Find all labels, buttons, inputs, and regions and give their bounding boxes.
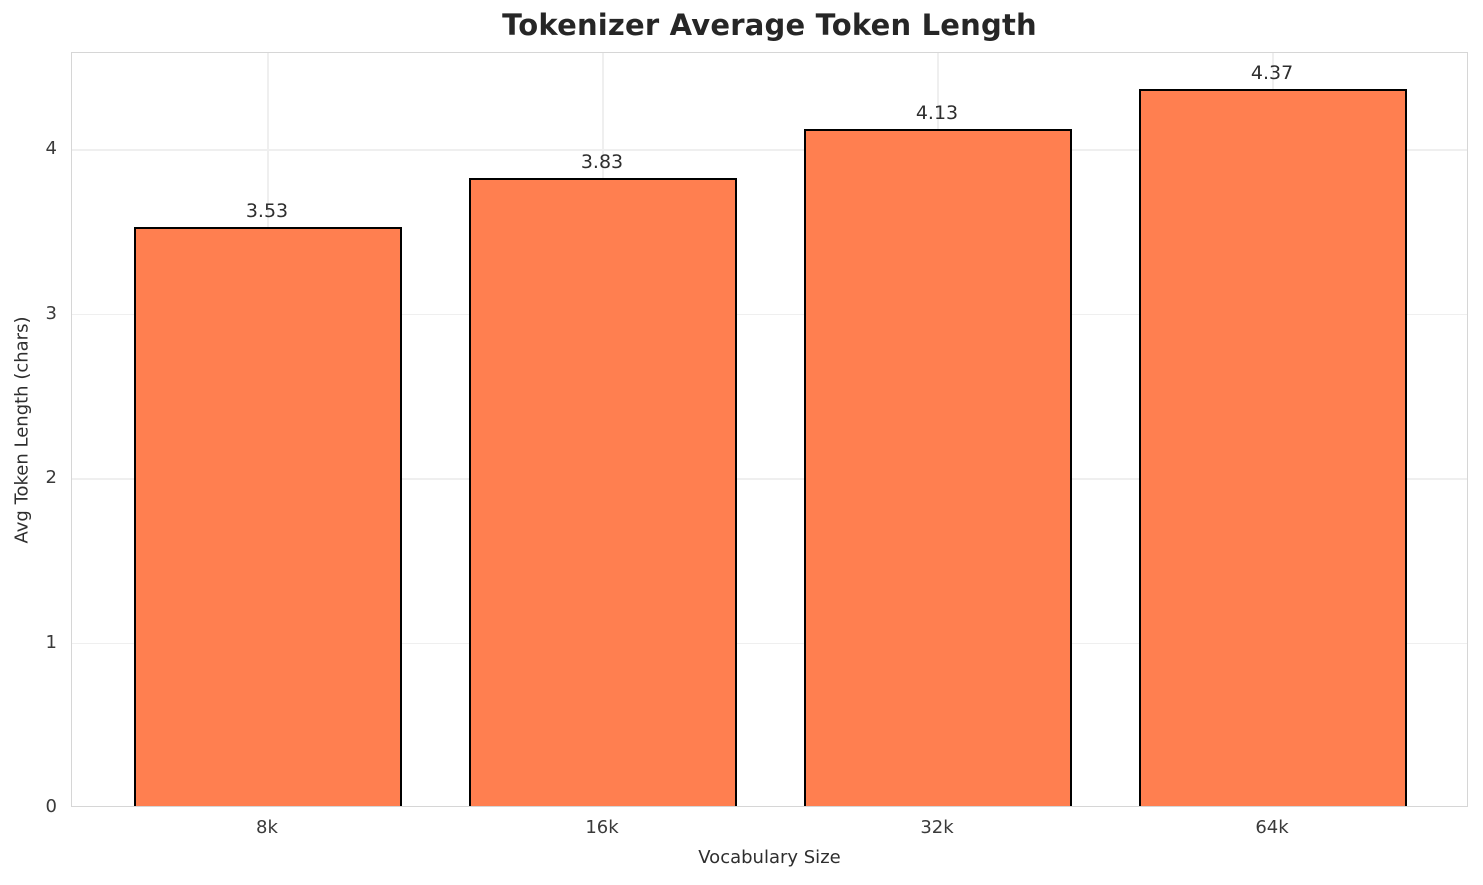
plot-area (71, 52, 1468, 807)
bar-16k (468, 178, 737, 806)
bar-8k (133, 227, 402, 806)
bar-64k (1139, 89, 1407, 806)
y-tick-label: 3 (45, 302, 57, 324)
h-gridline (72, 149, 1467, 151)
bar-value-label: 4.13 (915, 101, 959, 124)
bar-value-label: 4.37 (1250, 62, 1294, 85)
bar-value-label: 3.53 (245, 200, 289, 223)
x-axis-label: Vocabulary Size (698, 847, 841, 868)
h-gridline (72, 642, 1467, 645)
x-tick-label: 32k (920, 817, 954, 838)
x-tick-label: 16k (585, 817, 619, 838)
h-gridline (72, 478, 1467, 480)
bar-32k (804, 128, 1072, 806)
y-tick-label: 0 (45, 796, 57, 817)
y-tick-label: 4 (45, 138, 57, 160)
bar-value-label: 3.83 (580, 151, 624, 173)
x-tick-label: 64k (1255, 817, 1289, 838)
x-tick-label: 8k (256, 817, 278, 838)
y-axis-label: Avg Token Length (chars) (11, 316, 33, 544)
y-tick-label: 2 (45, 467, 57, 489)
chart-title: Tokenizer Average Token Length (502, 8, 1037, 42)
h-gridline (72, 313, 1467, 316)
y-tick-label: 1 (45, 631, 57, 653)
